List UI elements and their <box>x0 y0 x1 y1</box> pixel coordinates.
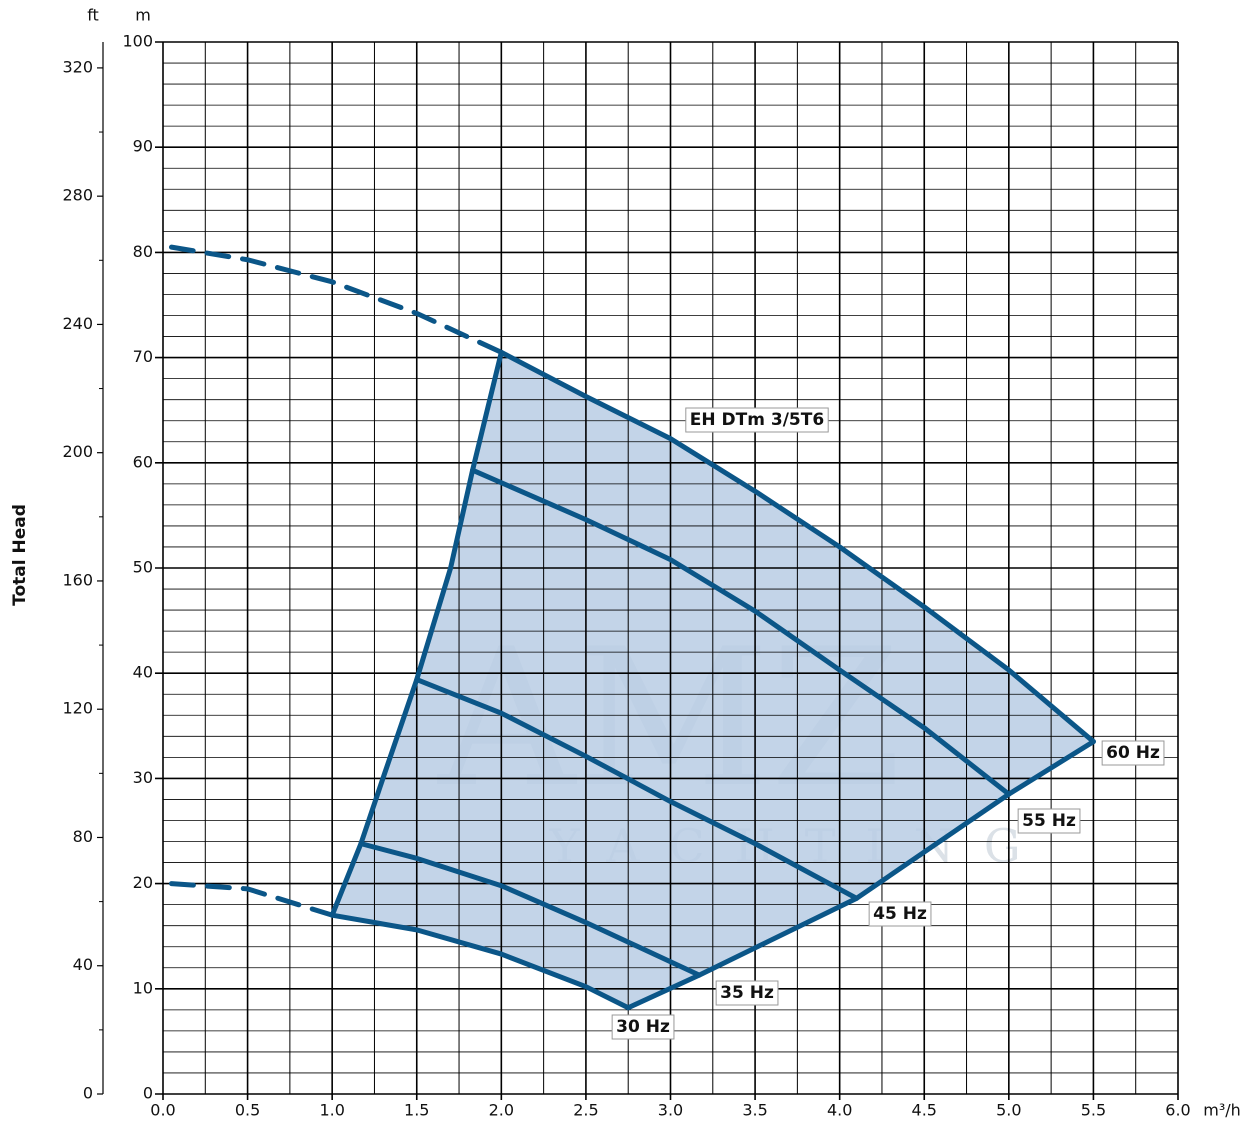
y-tick-label: 20 <box>133 873 153 892</box>
x-tick-label: 1.0 <box>319 1101 344 1120</box>
curve <box>414 677 860 901</box>
series-label: 60 Hz <box>1106 743 1160 763</box>
x-tick-label: 2.0 <box>489 1101 514 1120</box>
x-tick-label: 4.0 <box>827 1101 852 1120</box>
series-label: 30 Hz <box>616 1017 670 1037</box>
y-tick-label: 70 <box>133 347 153 366</box>
annotation-box <box>685 407 829 433</box>
x-tick-label: 3.0 <box>658 1101 683 1120</box>
y2-tick-label: 240 <box>62 314 93 333</box>
x-tick-label: 5.5 <box>1081 1101 1106 1120</box>
curve <box>625 739 1096 1011</box>
x-tick-label: 0.5 <box>235 1101 260 1120</box>
y2-unit: ft <box>87 6 99 25</box>
series-label: 35 Hz <box>720 983 774 1003</box>
curve <box>168 244 504 355</box>
x-tick-label: 6.0 <box>1165 1101 1190 1120</box>
curve <box>470 467 1012 797</box>
series-label: 45 Hz <box>873 904 927 924</box>
x-tick-label: 2.5 <box>573 1101 598 1120</box>
y-tick-label: 10 <box>133 978 153 997</box>
y-tick-label: 80 <box>133 242 153 261</box>
series-label: 55 Hz <box>1022 811 1076 831</box>
y-axis-title: Total Head <box>10 504 30 606</box>
y2-tick-label: 160 <box>62 570 93 589</box>
series-label-box <box>1017 808 1081 834</box>
y2-tick-label: 40 <box>73 955 93 974</box>
series-label-box <box>611 1014 675 1040</box>
x-tick-label: 4.5 <box>912 1101 937 1120</box>
y-tick-label: 100 <box>122 32 153 51</box>
y2-tick-label: 80 <box>73 827 93 846</box>
series-label-box <box>868 901 932 927</box>
y-tick-label: 60 <box>133 452 153 471</box>
y-tick-label: 40 <box>133 663 153 682</box>
series-label-box <box>715 980 779 1006</box>
y2-tick-label: 320 <box>62 57 93 76</box>
series-label-box <box>1101 740 1165 766</box>
y-tick-label: 50 <box>133 558 153 577</box>
y2-tick-label: 200 <box>62 442 93 461</box>
curve <box>329 349 504 918</box>
y-unit: m <box>135 6 151 25</box>
y-tick-label: 30 <box>133 768 153 787</box>
y2-tick-label: 280 <box>62 186 93 205</box>
y-tick-label: 90 <box>133 137 153 156</box>
curve <box>168 881 335 918</box>
y2-tick-label: 120 <box>62 699 93 718</box>
y2-tick-label: 0 <box>83 1084 93 1103</box>
curve <box>498 349 1096 745</box>
x-tick-label: 1.5 <box>404 1101 429 1120</box>
x-tick-label: 0.0 <box>150 1101 175 1120</box>
x-tick-label: 5.0 <box>996 1101 1021 1120</box>
x-unit: m³/h <box>1203 1101 1241 1120</box>
y-tick-label: 0 <box>143 1084 153 1103</box>
curve <box>358 841 702 978</box>
curve <box>329 912 631 1011</box>
annotation: EH DTm 3/5T6 <box>690 410 824 430</box>
x-tick-label: 3.5 <box>742 1101 767 1120</box>
